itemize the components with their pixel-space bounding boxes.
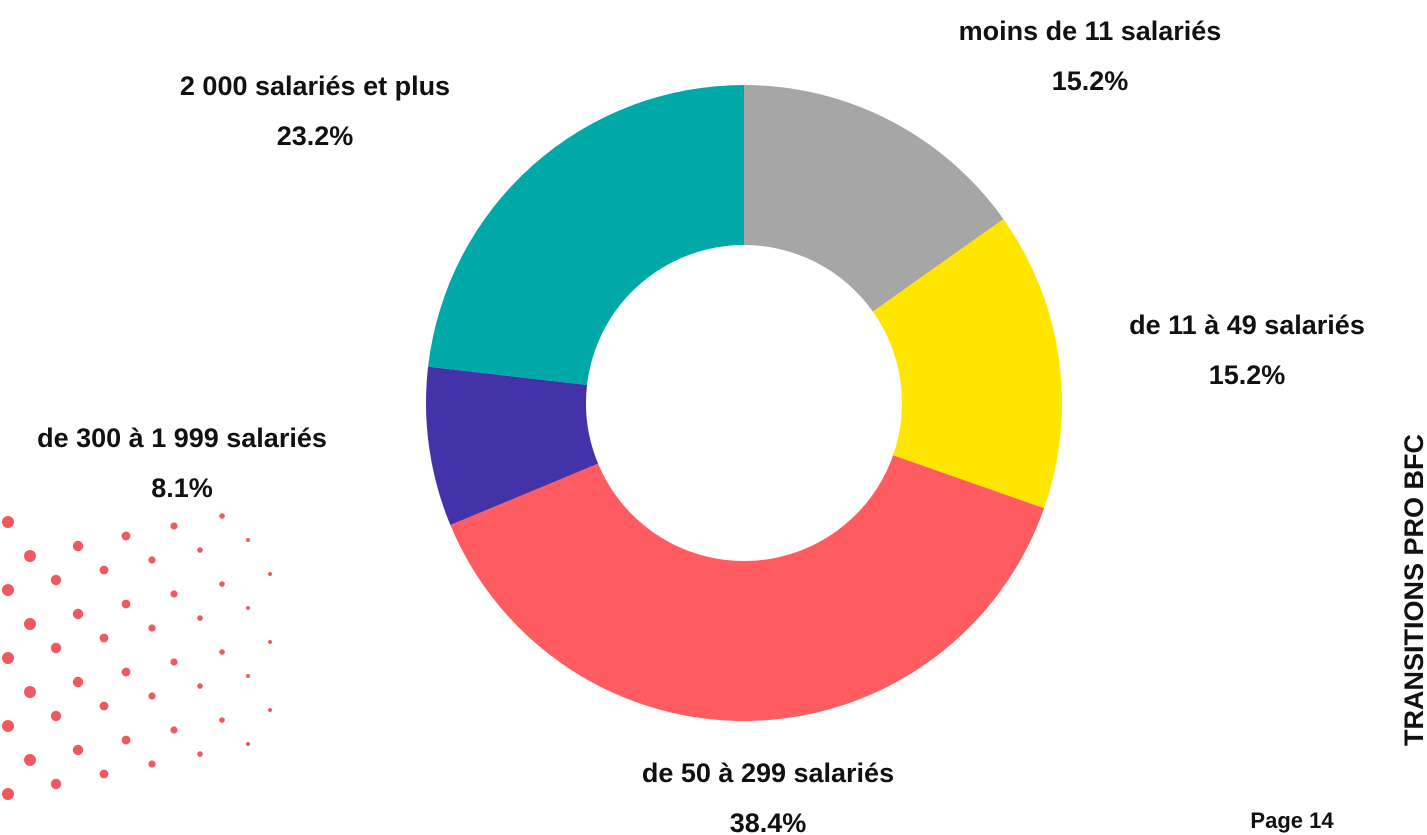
dot xyxy=(72,744,84,756)
dot xyxy=(246,606,250,610)
dot xyxy=(197,615,203,621)
slice-label: de 11 à 49 salariés xyxy=(1129,310,1365,340)
value-label: 8.1% xyxy=(151,473,213,503)
slice-label: de 50 à 299 salariés xyxy=(642,758,894,788)
dot xyxy=(170,658,178,666)
dot xyxy=(148,624,156,632)
dot xyxy=(2,516,14,528)
slice-label: moins de 11 salariés xyxy=(959,16,1222,46)
dot xyxy=(121,531,131,541)
dot xyxy=(148,692,156,700)
dot xyxy=(2,652,14,664)
dot xyxy=(219,649,225,655)
dot xyxy=(24,754,36,766)
dot xyxy=(50,778,62,790)
value-label: 23.2% xyxy=(277,121,354,151)
dot xyxy=(50,574,62,586)
dot xyxy=(197,751,203,757)
dot xyxy=(72,608,84,620)
dot xyxy=(72,676,84,688)
dot xyxy=(24,686,36,698)
dot xyxy=(24,550,36,562)
dot xyxy=(121,667,131,677)
slice-label: 2 000 salariés et plus xyxy=(180,71,450,101)
dot xyxy=(219,717,225,723)
dot xyxy=(219,513,225,519)
dot xyxy=(50,642,62,654)
dot xyxy=(246,538,250,542)
dot xyxy=(99,701,109,711)
dot xyxy=(268,572,272,576)
dot xyxy=(121,735,131,745)
slice-label: de 300 à 1 999 salariés xyxy=(37,423,327,453)
side-text: TRANSITIONS PRO BFC xyxy=(1399,434,1427,746)
dot xyxy=(170,726,178,734)
donut-slice xyxy=(872,219,1062,509)
value-label: 38.4% xyxy=(730,808,807,835)
dot xyxy=(2,788,14,800)
dot xyxy=(99,633,109,643)
page-number: Page 14 xyxy=(1250,808,1334,833)
dot xyxy=(219,581,225,587)
dot xyxy=(24,618,36,630)
donut-chart: moins de 11 salariés 15.2% de 11 à 49 sala… xyxy=(37,16,1365,835)
donut-slice xyxy=(425,366,599,526)
dot xyxy=(148,760,156,768)
dot xyxy=(170,522,178,530)
dot xyxy=(121,599,131,609)
decoration xyxy=(2,513,272,800)
value-label: 15.2% xyxy=(1209,360,1286,390)
dot xyxy=(246,674,250,678)
value-label: 15.2% xyxy=(1052,66,1129,96)
dot xyxy=(2,720,14,732)
dot xyxy=(148,556,156,564)
donut-slice xyxy=(450,455,1045,721)
dot xyxy=(170,590,178,598)
donut-slice xyxy=(428,85,744,385)
dot xyxy=(246,742,250,746)
donut-slice xyxy=(744,85,1004,312)
dot xyxy=(268,640,272,644)
dot xyxy=(50,710,62,722)
dot xyxy=(197,547,203,553)
dot xyxy=(268,708,272,712)
dot xyxy=(72,540,84,552)
dot xyxy=(99,565,109,575)
dot xyxy=(99,769,109,779)
dot xyxy=(197,683,203,689)
dot xyxy=(2,584,14,596)
